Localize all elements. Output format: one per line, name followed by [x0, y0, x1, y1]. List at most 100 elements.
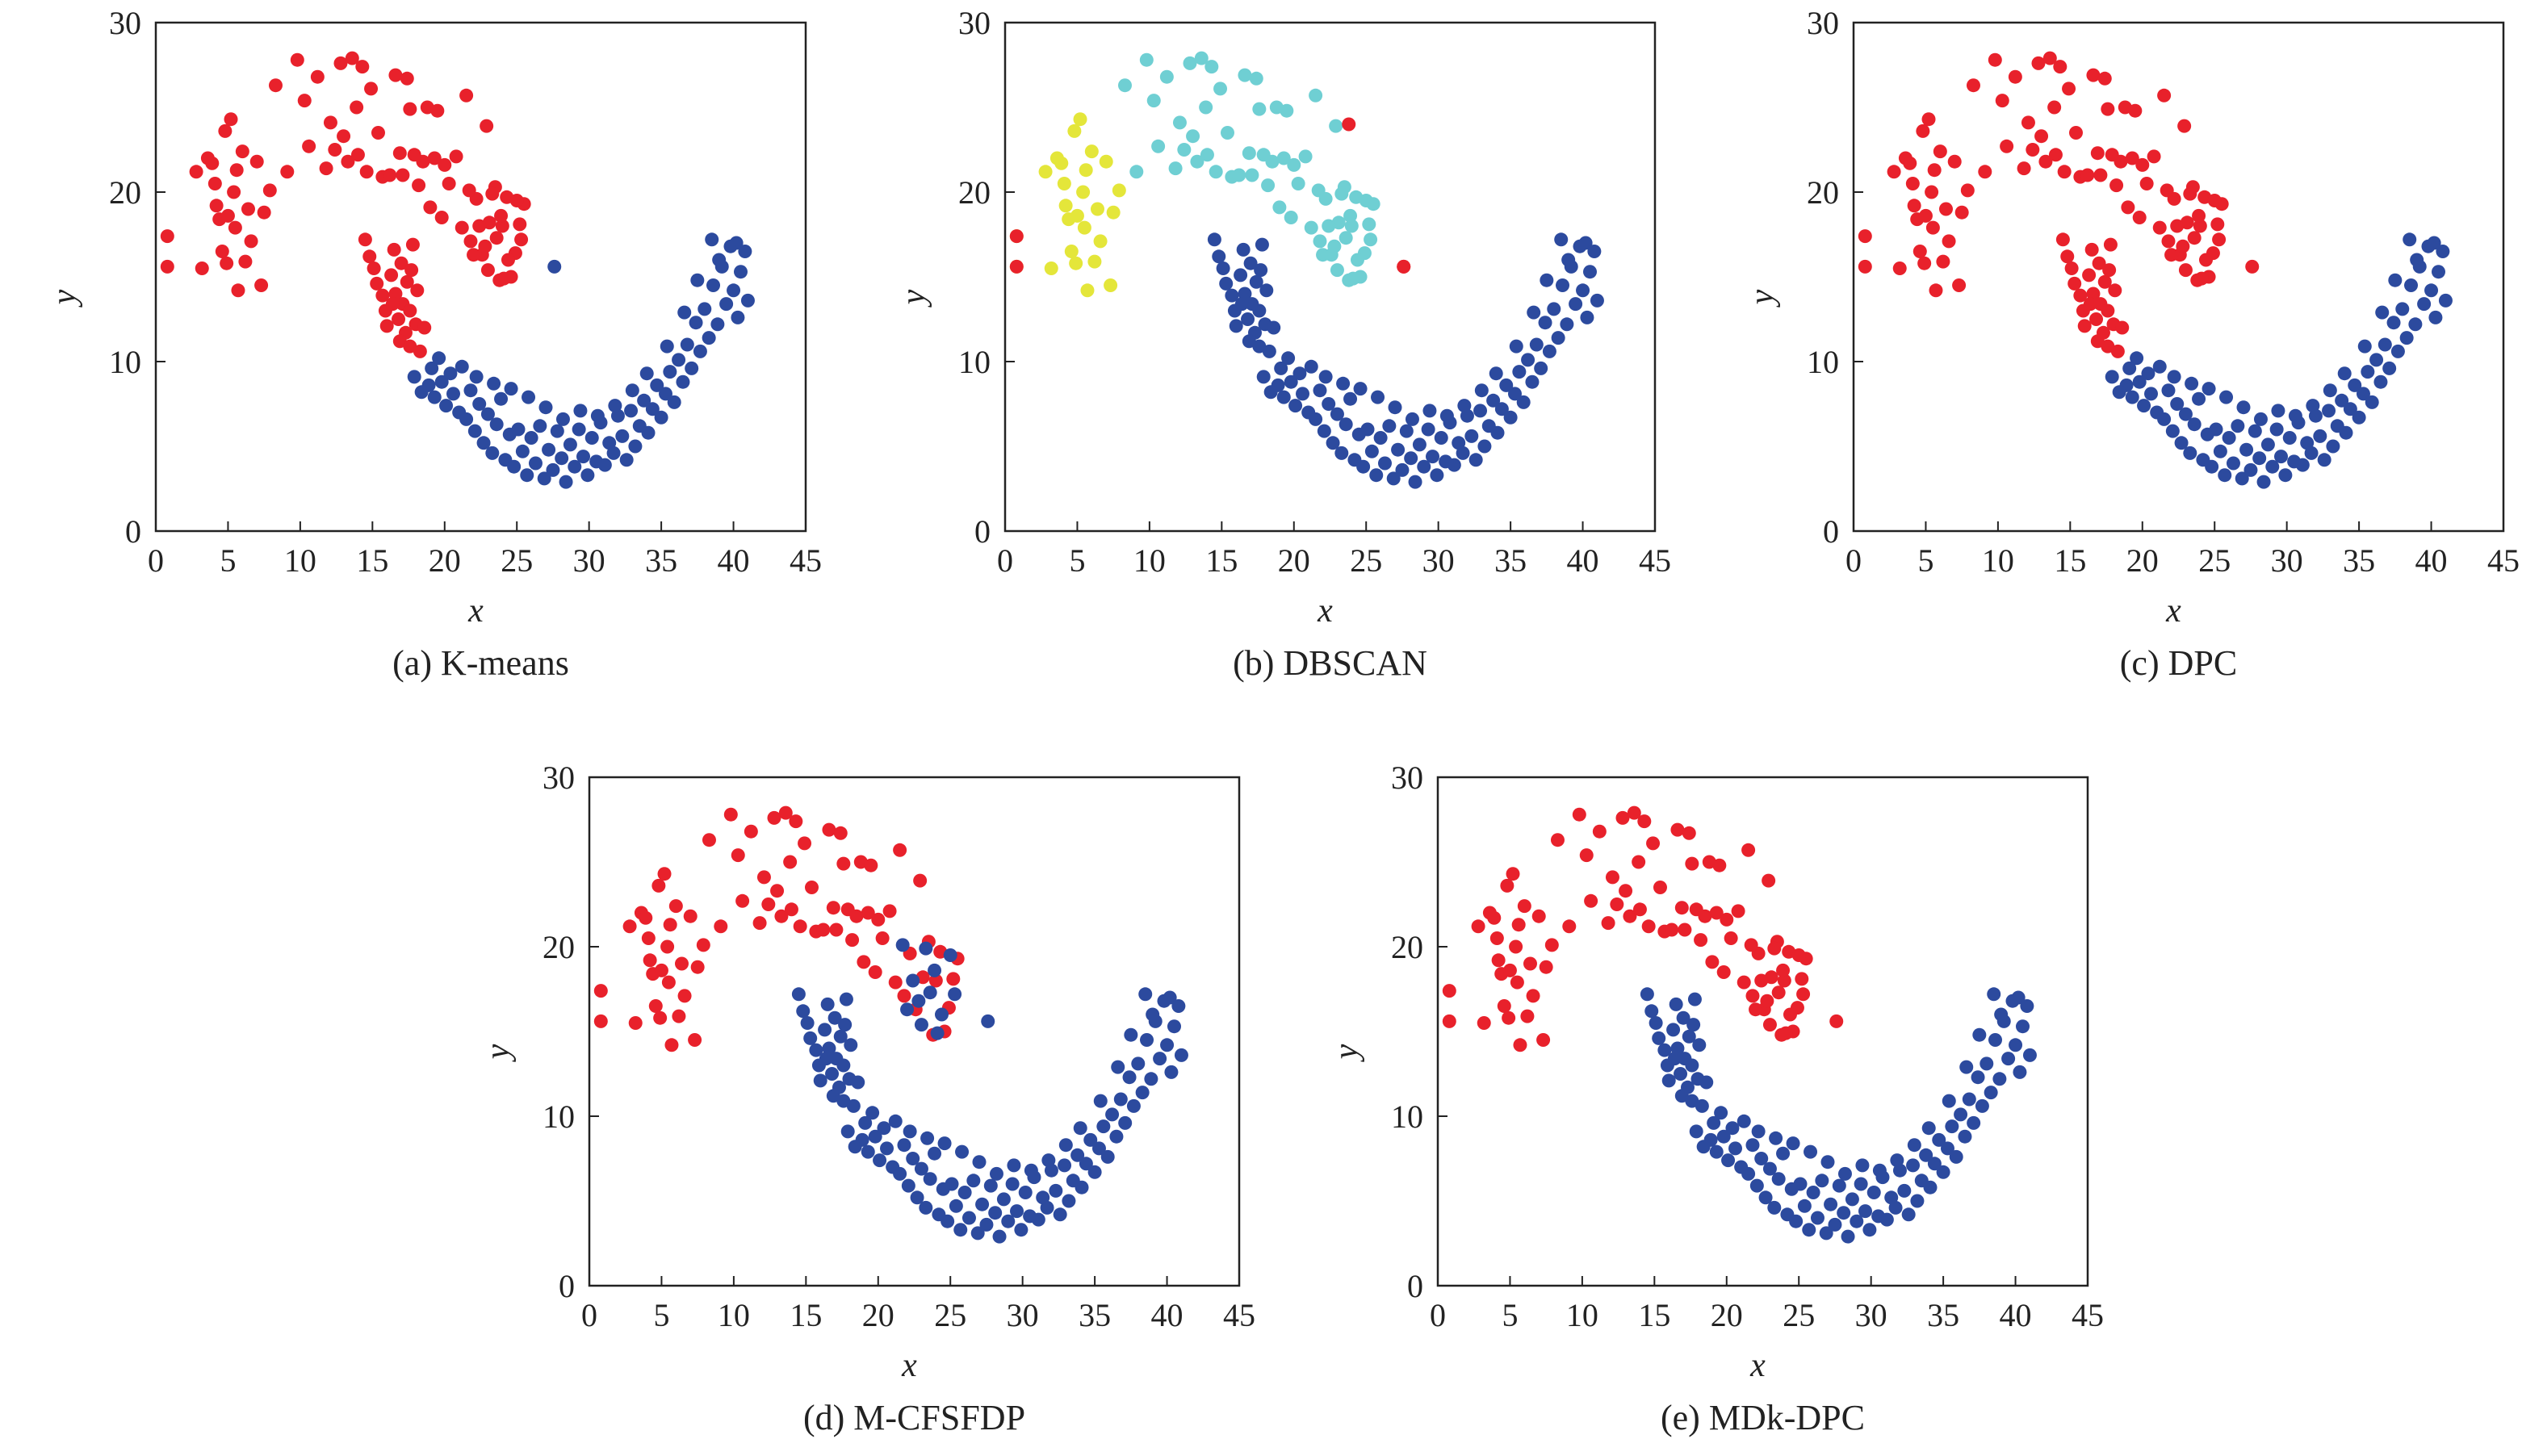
data-point [323, 115, 337, 130]
data-point [849, 909, 864, 923]
data-point [1194, 51, 1209, 65]
data-point [2164, 248, 2179, 262]
data-point [489, 417, 504, 432]
data-point [160, 259, 174, 274]
data-point [1623, 909, 1637, 923]
data-point [2357, 339, 2372, 354]
data-point [2222, 431, 2236, 445]
data-point [1105, 1107, 1120, 1122]
data-point [1685, 856, 1699, 871]
data-point [1771, 1172, 1786, 1186]
y-tick-label: 30 [958, 5, 991, 41]
data-point [857, 955, 871, 969]
data-point [2176, 239, 2190, 253]
data-point [1653, 881, 1667, 894]
data-point [297, 94, 312, 108]
data-point [1209, 165, 1223, 179]
data-point [1892, 261, 1907, 275]
data-point [1058, 1158, 1072, 1173]
data-point [2013, 1065, 2027, 1079]
data-point [414, 385, 429, 400]
data-point [1705, 955, 1720, 969]
data-point [1174, 1048, 1188, 1062]
data-point [1468, 453, 1483, 467]
data-point [893, 1166, 907, 1181]
x-tick-label: 30 [1855, 1297, 1887, 1333]
data-point [2198, 253, 2213, 267]
data-point [2137, 399, 2151, 413]
data-point [637, 393, 651, 408]
data-point [2386, 316, 2401, 330]
data-point [813, 1073, 827, 1088]
data-point [1795, 972, 1809, 986]
data-point [1720, 912, 1734, 927]
data-point [608, 399, 622, 413]
data-point [838, 1018, 853, 1032]
data-point [1336, 376, 1351, 391]
data-point [1520, 1009, 1535, 1023]
data-point [996, 1192, 1011, 1207]
data-point [494, 208, 509, 223]
data-point [478, 239, 492, 253]
data-point [2432, 265, 2445, 279]
data-point [1388, 400, 1402, 415]
data-point [537, 471, 551, 486]
data-point [1426, 450, 1440, 464]
data-point [836, 1058, 851, 1073]
data-point [789, 814, 803, 829]
data-point [888, 1114, 903, 1128]
data-point [1971, 1070, 1985, 1085]
data-point [2077, 319, 2092, 333]
data-point [826, 901, 840, 915]
y-tick-label: 30 [543, 759, 575, 796]
data-point [220, 256, 234, 270]
data-point [957, 1186, 972, 1199]
data-point [1220, 126, 1234, 140]
noise-point [1009, 259, 1024, 274]
data-point [731, 848, 745, 863]
data-point [1741, 1166, 1756, 1181]
x-tick-label: 45 [2072, 1297, 2104, 1333]
data-point [1322, 397, 1336, 411]
x-tick-label: 20 [862, 1297, 894, 1333]
data-point [1311, 183, 1326, 198]
data-point [2322, 404, 2336, 418]
data-point [1304, 220, 1318, 235]
data-point [501, 253, 515, 267]
data-point [803, 1031, 818, 1045]
data-point [1912, 245, 1927, 258]
data-point [875, 931, 890, 945]
data-point [522, 390, 536, 404]
data-point [459, 412, 474, 426]
data-point [449, 149, 463, 164]
subplot-1: 0 5 10 15 20 25 30 35 40 45 0 10 20 30 x y (a) K-means [46, 5, 822, 683]
data-point [693, 344, 707, 358]
data-point [825, 1067, 840, 1081]
data-point [1667, 1052, 1682, 1066]
subplot-caption: (b) DBSCAN [1233, 643, 1427, 683]
data-point [1540, 273, 1554, 287]
data-point [1168, 161, 1183, 176]
y-tick-label: 20 [1391, 929, 1423, 965]
data-point [511, 422, 526, 437]
data-point [1044, 261, 1058, 275]
data-point [1793, 1177, 1808, 1191]
data-point [1615, 810, 1630, 825]
data-point [290, 52, 304, 67]
data-point [2170, 397, 2185, 411]
subplot-5: 0 5 10 15 20 25 30 35 40 45 0 10 20 30 x y (e) MDk-DPC [1328, 759, 2104, 1437]
data-point [2089, 312, 2104, 326]
data-point [2395, 302, 2410, 316]
x-tick-label: 25 [1350, 542, 1382, 579]
data-point [2335, 393, 2349, 408]
data-point [1122, 1070, 1137, 1085]
data-point [576, 450, 591, 464]
data-point [731, 310, 745, 324]
data-point [2048, 148, 2063, 162]
data-point [1762, 1018, 1777, 1032]
data-point [848, 1140, 862, 1154]
data-point [1972, 1027, 1987, 1042]
data-point [1776, 1146, 1791, 1161]
data-point [1769, 1131, 1783, 1145]
data-point [1932, 1132, 1946, 1147]
